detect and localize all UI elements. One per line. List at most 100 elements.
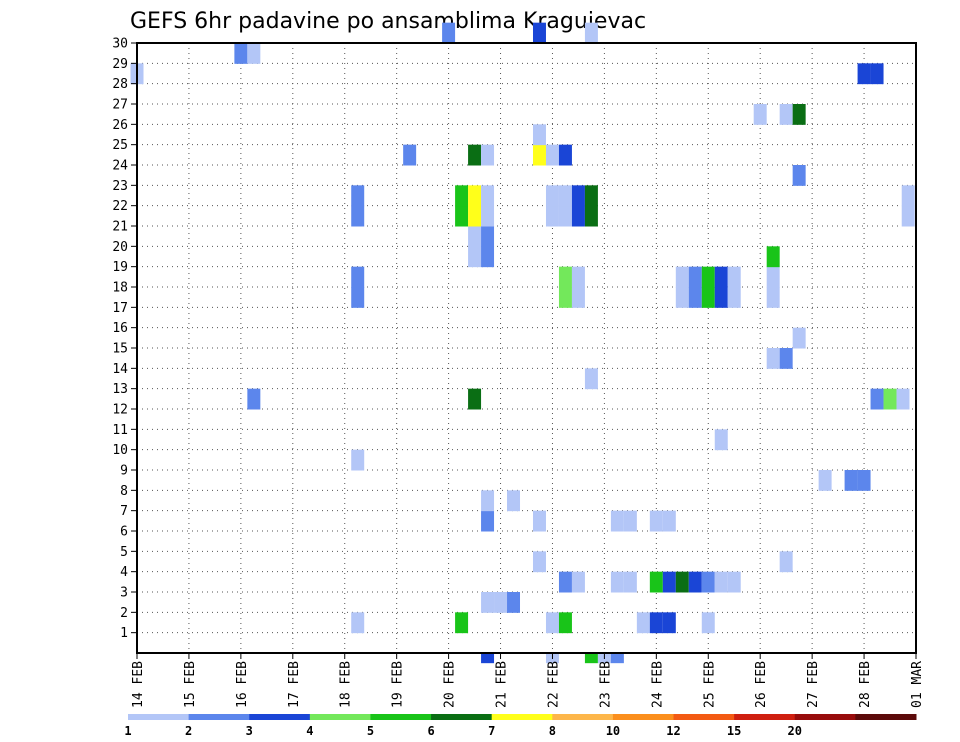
heatmap-cell: [481, 226, 495, 247]
y-tick-label: 18: [112, 281, 128, 296]
x-tick-label: 23 FEB: [598, 661, 613, 708]
x-tick-label: 26 FEB: [754, 661, 769, 708]
heatmap-cell: [481, 490, 495, 512]
heatmap-cell: [558, 266, 572, 288]
axis-ticks: [131, 42, 917, 659]
heatmap-cell: [234, 43, 248, 64]
x-tick-label: 20 FEB: [443, 661, 458, 708]
legend-tick-label: 8: [549, 724, 556, 738]
y-tick-label: 13: [112, 382, 128, 397]
legend-swatch: [309, 714, 371, 720]
y-tick-label: 25: [112, 138, 128, 153]
heatmap-cell: [662, 510, 676, 532]
y-tick-label: 17: [112, 301, 128, 316]
heatmap-cell: [610, 653, 624, 664]
heatmap-cell: [584, 185, 598, 207]
heatmap-cell: [727, 571, 741, 593]
heatmap-cell: [468, 226, 482, 247]
heatmap-cell: [662, 571, 676, 593]
heatmap-cell: [558, 571, 572, 593]
heatmap-cell: [610, 571, 624, 593]
y-tick-label: 6: [120, 525, 128, 540]
heatmap-cell: [351, 612, 365, 634]
heatmap-cell: [792, 327, 806, 349]
heatmap-cell: [545, 185, 559, 207]
heatmap-cell: [507, 490, 521, 512]
y-tick-label: 16: [112, 321, 128, 336]
heatmap-cell: [247, 43, 261, 64]
y-tick-label: 26: [112, 118, 128, 133]
heatmap-cell: [455, 612, 469, 634]
heatmap-cell: [766, 246, 780, 268]
legend-tick-label: 5: [367, 724, 374, 738]
heatmap-cell: [779, 348, 793, 369]
x-tick-label: 01 MAR: [910, 661, 925, 708]
legend-swatch: [552, 714, 614, 720]
heatmap-cell: [571, 266, 585, 288]
y-tick-label: 20: [112, 240, 128, 255]
heatmap-cell: [714, 429, 728, 451]
heatmap-cell: [481, 592, 495, 613]
heatmap-cell: [558, 612, 572, 634]
heatmap-cell: [675, 266, 689, 288]
heatmap-cell: [584, 653, 598, 664]
heatmap-cell: [714, 571, 728, 593]
legend-swatch: [431, 714, 493, 720]
legend-tick-label: 6: [427, 724, 434, 738]
grid-lines: [137, 42, 916, 653]
color-legend: 1 2 3 4 5 6 7 8 10 12 15 20: [124, 714, 917, 738]
heatmap-cell: [792, 104, 806, 125]
heatmap-cell: [532, 551, 546, 573]
y-tick-label: 4: [120, 565, 128, 580]
heatmap-cell: [507, 592, 521, 613]
heatmap-cell: [351, 287, 365, 308]
y-tick-label: 3: [120, 586, 128, 601]
x-tick-label: 24 FEB: [650, 661, 665, 708]
legend-tick-label: 7: [488, 724, 495, 738]
legend-swatch: [491, 714, 553, 720]
heatmap-cell: [766, 287, 780, 308]
heatmap-cell: [545, 612, 559, 634]
legend-swatch: [249, 714, 311, 720]
x-tick-label: 16 FEB: [235, 661, 250, 708]
heatmap-cells: [130, 22, 915, 664]
x-tick-label: 15 FEB: [183, 661, 198, 708]
heatmap-cell: [870, 388, 884, 410]
heatmap-cell: [532, 510, 546, 532]
y-tick-label: 22: [112, 199, 128, 214]
heatmap-cell: [649, 612, 663, 634]
x-tick-label: 21 FEB: [495, 661, 510, 708]
x-tick-label: 28 FEB: [858, 661, 873, 708]
heatmap-cell: [636, 612, 650, 634]
heatmap-cell: [610, 510, 624, 532]
y-tick-label: 1: [120, 626, 128, 641]
heatmap-cell: [532, 22, 546, 44]
y-tick-label: 2: [120, 606, 128, 621]
heatmap-cell: [481, 653, 495, 664]
x-tick-label: 19 FEB: [391, 661, 406, 708]
y-tick-label: 7: [120, 504, 128, 519]
heatmap-cell: [481, 246, 495, 268]
legend-swatch: [612, 714, 675, 720]
y-tick-label: 15: [112, 342, 128, 357]
x-tick-label: 18 FEB: [339, 661, 354, 708]
heatmap-cell: [481, 205, 495, 227]
heatmap-cell: [714, 287, 728, 308]
y-tick-label: 29: [112, 57, 128, 72]
heatmap-cell: [351, 449, 365, 471]
heatmap-cell: [675, 287, 689, 308]
heatmap-cell: [857, 470, 871, 491]
heatmap-cell: [584, 22, 598, 44]
heatmap-cell: [870, 63, 884, 85]
legend-swatch: [370, 714, 432, 720]
heatmap-cell: [468, 144, 482, 166]
heatmap-cell: [351, 205, 365, 227]
heatmap-cell: [494, 592, 508, 613]
y-tick-label: 5: [120, 545, 128, 560]
y-tick-label: 27: [112, 98, 128, 113]
y-tick-label: 10: [112, 443, 128, 458]
legend-swatch: [855, 714, 917, 720]
heatmap-cell: [818, 470, 832, 491]
legend-swatch: [794, 714, 856, 720]
